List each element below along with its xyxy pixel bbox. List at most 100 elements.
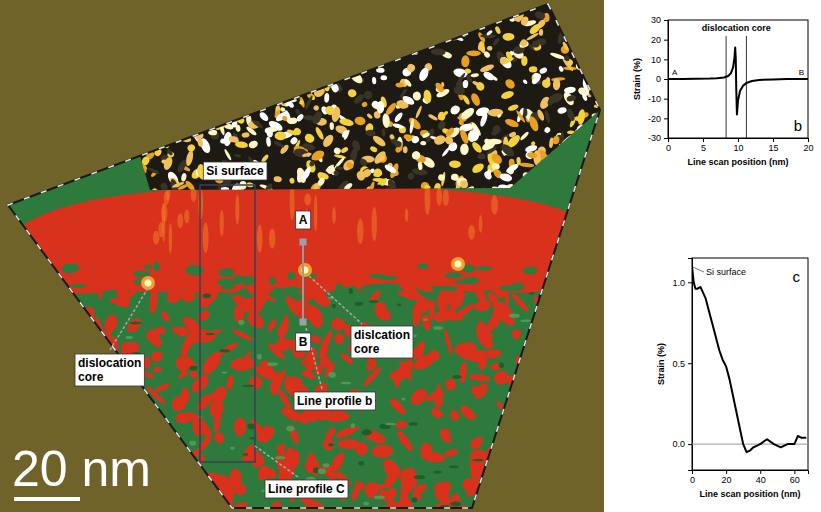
noise-texture — [490, 75, 498, 82]
noise-texture — [129, 129, 141, 143]
noise-texture — [444, 28, 454, 36]
map-texture — [542, 499, 558, 512]
noise-texture — [126, 14, 135, 21]
noise-texture — [184, 92, 194, 102]
noise-texture — [253, 56, 258, 66]
noise-texture — [553, 78, 561, 90]
noise-texture — [544, 109, 551, 123]
y-tick-mark — [664, 20, 668, 21]
noise-texture — [292, 63, 300, 71]
map-texture — [468, 434, 485, 451]
noise-texture — [271, 20, 282, 33]
map-texture — [435, 396, 444, 408]
noise-texture — [146, 166, 160, 175]
map-texture — [0, 305, 18, 322]
noise-texture — [183, 96, 192, 105]
noise-texture — [293, 22, 301, 28]
noise-texture — [562, 10, 570, 26]
map-texture — [100, 337, 105, 341]
map-texture — [544, 442, 562, 456]
noise-texture — [356, 190, 371, 206]
noise-texture — [558, 65, 564, 72]
noise-texture — [234, 154, 241, 158]
noise-texture — [199, 119, 205, 133]
noise-texture — [492, 37, 501, 46]
map-texture — [417, 263, 428, 269]
map-texture — [371, 444, 394, 459]
map-texture — [69, 324, 88, 338]
map-texture — [257, 225, 263, 253]
noise-texture — [254, 81, 268, 97]
y-tick: 30 — [651, 15, 668, 25]
map-texture — [450, 502, 461, 507]
map-texture — [61, 264, 77, 274]
noise-texture — [172, 78, 185, 84]
map-texture — [275, 319, 292, 338]
map-texture — [395, 429, 415, 453]
x-tick-label: 40 — [756, 475, 766, 485]
noise-texture — [407, 116, 423, 132]
noise-texture — [373, 196, 379, 203]
noise-texture — [273, 27, 283, 35]
map-texture — [165, 504, 170, 507]
map-texture — [13, 416, 20, 421]
y-tick-mark — [688, 363, 692, 364]
annotation: Si surface — [706, 267, 746, 277]
noise-texture — [417, 66, 430, 82]
noise-texture — [579, 33, 590, 44]
map-texture — [130, 321, 142, 324]
noise-texture — [213, 1, 227, 13]
noise-texture — [369, 145, 378, 153]
noise-texture — [540, 78, 552, 90]
noise-texture — [149, 116, 157, 126]
noise-texture — [245, 25, 254, 33]
noise-texture — [398, 0, 407, 6]
map-texture — [50, 410, 63, 422]
noise-texture — [392, 123, 404, 130]
noise-texture — [355, 189, 364, 205]
noise-texture — [581, 93, 588, 102]
profile-end — [300, 239, 307, 246]
map-texture — [154, 382, 171, 393]
noise-texture — [567, 161, 582, 169]
map-texture — [161, 203, 167, 222]
map-texture — [25, 317, 34, 321]
map-texture — [140, 411, 152, 423]
noise-texture — [263, 182, 274, 196]
noise-texture — [341, 129, 349, 138]
noise-texture — [166, 148, 174, 156]
noise-texture — [527, 193, 539, 202]
noise-texture — [504, 56, 515, 64]
noise-texture — [385, 192, 396, 203]
noise-texture — [258, 111, 270, 123]
map-texture — [335, 283, 343, 292]
noise-texture — [197, 99, 211, 111]
noise-texture — [449, 5, 455, 15]
map-texture — [594, 447, 608, 466]
map-texture — [436, 187, 442, 206]
core-halo — [141, 276, 155, 290]
map-texture — [472, 381, 491, 401]
noise-texture — [319, 16, 327, 27]
map-texture — [476, 498, 487, 509]
noise-texture — [247, 83, 256, 90]
map-texture — [410, 477, 418, 490]
noise-texture — [260, 47, 277, 60]
noise-texture — [376, 51, 392, 58]
map-texture — [571, 448, 590, 458]
noise-texture — [264, 95, 277, 105]
noise-texture — [272, 26, 282, 36]
noise-texture — [198, 57, 202, 66]
map-texture — [287, 423, 301, 444]
noise-texture — [406, 63, 416, 73]
map-texture — [500, 476, 514, 489]
map-texture — [126, 336, 133, 339]
noise-texture — [301, 21, 311, 31]
map-texture — [360, 285, 373, 292]
label-box — [296, 211, 311, 229]
noise-texture — [546, 95, 555, 106]
noise-texture — [158, 191, 175, 203]
noise-texture — [186, 96, 201, 105]
x-tick: 20 — [722, 470, 732, 485]
noise-texture — [564, 171, 572, 179]
